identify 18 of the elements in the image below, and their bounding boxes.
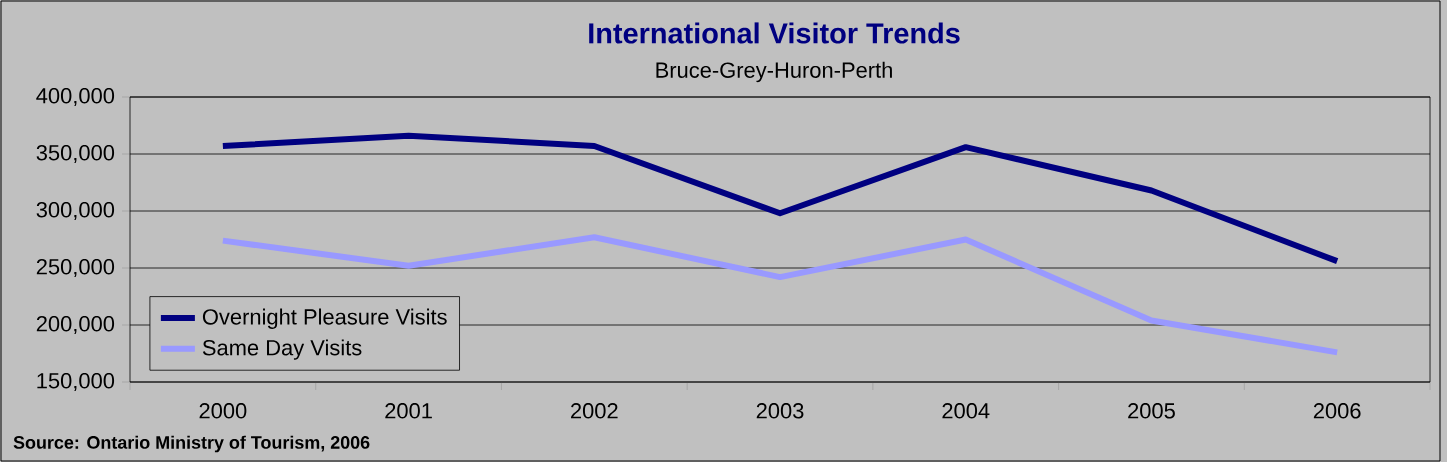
x-tick-label: 2000 (199, 403, 247, 419)
y-tick-label: 350,000 (36, 144, 115, 164)
chart-title: International Visitor Trends (589, 22, 960, 44)
x-tick-label: 2002 (571, 403, 618, 419)
y-tick-label: 200,000 (36, 315, 115, 335)
x-tick-label: 2003 (756, 403, 804, 419)
y-tick-label: 400,000 (36, 87, 115, 107)
x-tick-label: 2001 (385, 403, 432, 419)
x-tick-label: 2004 (942, 403, 990, 419)
legend-label: Same Day Visits (202, 339, 362, 360)
chart-subtitle: Bruce-Grey-Huron-Perth (656, 61, 892, 83)
source-note: Source: Ontario Ministry of Tourism, 2006 (13, 435, 370, 453)
x-tick-label: 2006 (1313, 403, 1361, 419)
legend-label: Overnight Pleasure Visits (202, 308, 447, 329)
x-tick-label: 2005 (1128, 403, 1175, 419)
y-tick-label: 250,000 (36, 258, 115, 278)
y-tick-label: 300,000 (36, 201, 115, 221)
y-tick-label: 150,000 (37, 372, 115, 392)
